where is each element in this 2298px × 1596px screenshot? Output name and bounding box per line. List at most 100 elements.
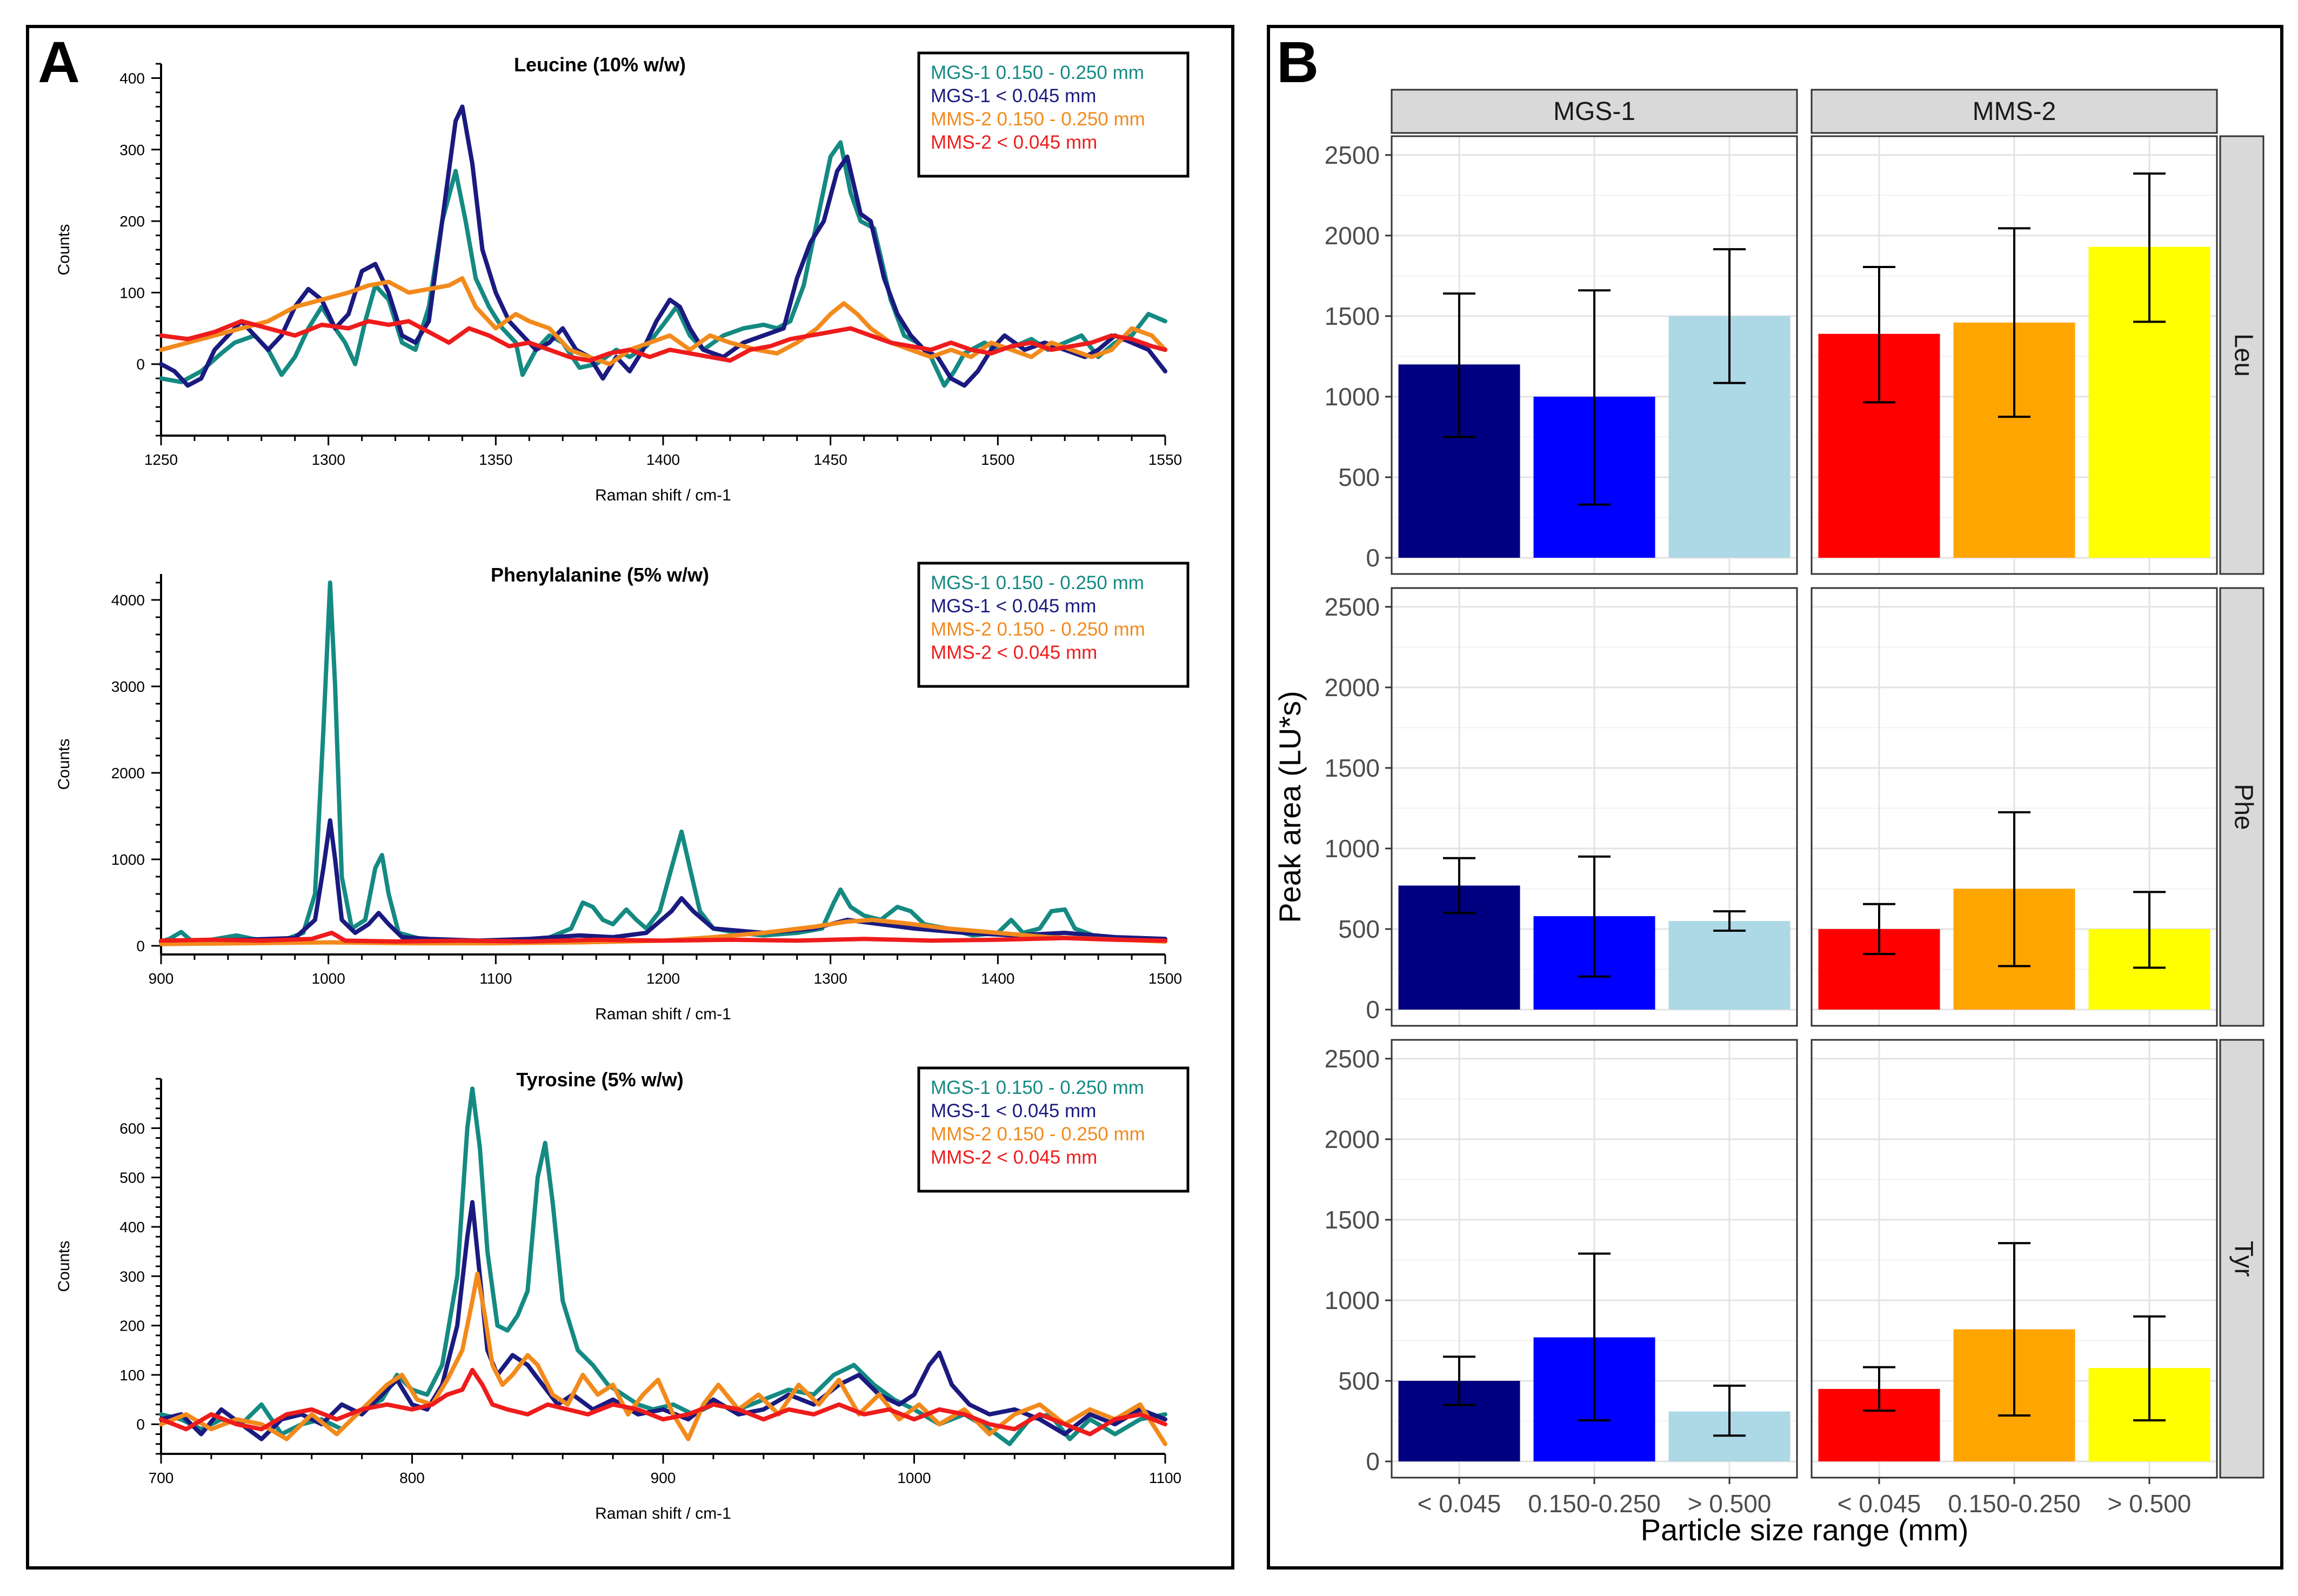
y-tick-label: 1000 — [1325, 834, 1380, 863]
facet-strip-leu — [2219, 135, 2264, 575]
facet-border — [1811, 135, 2218, 575]
x-tick-label: 1500 — [1148, 970, 1182, 987]
y-tick-label: 0 — [1366, 544, 1380, 572]
legend-entry: MMS-2 0.150 - 0.250 mm — [931, 1124, 1145, 1145]
chart-title: Leucine (10% w/w) — [514, 54, 686, 76]
x-tick-label: 1300 — [814, 970, 847, 987]
y-tick-label: 1000 — [111, 851, 145, 868]
x-tick-label: 1300 — [312, 451, 345, 468]
y-tick-label: 4000 — [111, 592, 145, 609]
x-axis-label: Raman shift / cm-1 — [595, 486, 731, 504]
y-tick-label: 300 — [119, 142, 145, 158]
facet-strip-tyr — [2219, 1039, 2264, 1479]
x-tick-label: 900 — [149, 970, 174, 987]
x-tick-label: 1550 — [1148, 451, 1182, 468]
series-line-mms-2-0-045-mm — [159, 1367, 1167, 1437]
legend-entry: MMS-2 < 0.045 mm — [931, 1147, 1097, 1168]
y-tick-label: 0 — [136, 1416, 145, 1433]
facet-mgs-1-phe: 0 500 1000 1500 2000 2500 — [1325, 587, 1798, 1027]
x-axis-label: Raman shift / cm-1 — [595, 1005, 731, 1023]
facet-strip-phe — [2219, 587, 2264, 1027]
facet-strip-label: Phe — [2229, 784, 2257, 830]
legend-entry: MMS-2 0.150 - 0.250 mm — [931, 619, 1145, 640]
y-tick-label: 2500 — [1325, 141, 1380, 169]
y-axis-label: Counts — [55, 738, 73, 790]
x-tick-label: 1100 — [1149, 1470, 1181, 1486]
y-tick-label: 0 — [1366, 1447, 1380, 1475]
facet-border — [1811, 587, 2218, 1027]
spectrum-chart-2: 900 1000 1100 1200 1300 1400 1500 0 1000 2000 3000… — [55, 562, 1190, 1023]
legend-box — [917, 51, 1190, 178]
x-tick-label: 1350 — [479, 451, 512, 468]
legend-entry: MGS-1 < 0.045 mm — [931, 596, 1096, 617]
x-axis-label: Raman shift / cm-1 — [595, 1505, 731, 1522]
chart-title: Phenylalanine (5% w/w) — [491, 564, 709, 586]
facet-strip-mgs-1 — [1391, 89, 1798, 134]
bar-0-500 — [1668, 921, 1791, 1010]
x-tick-label: 1000 — [897, 1470, 931, 1486]
x-tick-label: 0.150-0.250 — [1528, 1490, 1661, 1518]
y-tick-label: 500 — [1338, 915, 1380, 943]
facet-strip-label: Leu — [2229, 333, 2257, 377]
facet-strip-label: Tyr — [2229, 1241, 2257, 1277]
x-tick-label: < 0.045 — [1418, 1490, 1501, 1518]
x-tick-label: 1000 — [312, 970, 345, 987]
y-tick-label: 300 — [119, 1268, 145, 1285]
y-tick-label: 0 — [136, 356, 145, 373]
y-tick-label: 200 — [119, 1318, 145, 1334]
panel-a-label: A — [38, 29, 80, 95]
y-axis-label: Counts — [55, 1240, 73, 1292]
legend-entry: MGS-1 < 0.045 mm — [931, 1100, 1096, 1121]
y-tick-label: 1000 — [1325, 1286, 1380, 1314]
x-tick-label: 1200 — [646, 970, 680, 987]
x-axis-label: Particle size range (mm) — [1641, 1513, 1969, 1547]
y-tick-label: 1000 — [1325, 383, 1380, 411]
x-tick-label: 900 — [651, 1470, 676, 1486]
legend-box — [917, 1066, 1190, 1193]
legend-entry: MGS-1 0.150 - 0.250 mm — [931, 1077, 1144, 1098]
y-tick-label: 500 — [1338, 1367, 1380, 1395]
facet-mms-2-leu — [1811, 135, 2218, 575]
series-line-mms-2-0-150-0-250-mm — [159, 1271, 1167, 1446]
y-tick-label: 2000 — [111, 765, 145, 782]
legend-entry: MGS-1 0.150 - 0.250 mm — [931, 572, 1144, 593]
y-tick-label: 1500 — [1325, 1206, 1380, 1234]
x-tick-label: < 0.045 — [1838, 1490, 1921, 1518]
y-tick-label: 2500 — [1325, 1045, 1380, 1073]
facet-mms-2-phe — [1811, 587, 2218, 1027]
y-tick-label: 1500 — [1325, 754, 1380, 782]
x-tick-label: 700 — [149, 1470, 174, 1486]
y-tick-label: 600 — [119, 1120, 145, 1137]
y-tick-label: 2500 — [1325, 593, 1380, 621]
facet-mms-2-tyr: < 0.045 0.150-0.250 > 0.500 — [1811, 1039, 2218, 1518]
y-tick-label: 400 — [119, 70, 145, 86]
y-tick-label: 2000 — [1325, 222, 1380, 250]
facet-mgs-1-tyr: 0 500 1000 1500 2000 2500 < 0.045 0.150-0.250 > … — [1325, 1039, 1798, 1518]
series-line-mgs-1-0-045-mm — [159, 1200, 1167, 1441]
x-tick-label: 1400 — [646, 451, 680, 468]
legend-box — [917, 562, 1190, 688]
x-tick-label: 1250 — [144, 451, 178, 468]
legend-entry: MMS-2 < 0.045 mm — [931, 642, 1097, 663]
legend-entry: MGS-1 < 0.045 mm — [931, 85, 1096, 106]
y-tick-label: 2000 — [1325, 673, 1380, 702]
legend-entry: MMS-2 < 0.045 mm — [931, 132, 1097, 153]
facet-border — [1391, 587, 1798, 1027]
facet-strip-label: MGS-1 — [1553, 97, 1635, 126]
y-tick-label: 200 — [119, 213, 145, 230]
y-axis-label: Counts — [55, 224, 73, 275]
x-tick-label: 1100 — [479, 970, 512, 987]
x-tick-label: 1450 — [814, 451, 847, 468]
y-tick-label: 400 — [119, 1219, 145, 1236]
facet-border — [1391, 135, 1798, 575]
facet-strip-mms-2 — [1811, 89, 2218, 134]
y-tick-label: 100 — [119, 1367, 145, 1384]
chart-title: Tyrosine (5% w/w) — [516, 1069, 683, 1091]
y-tick-label: 0 — [136, 938, 145, 954]
y-tick-label: 3000 — [111, 678, 145, 695]
x-tick-label: 800 — [399, 1470, 425, 1486]
